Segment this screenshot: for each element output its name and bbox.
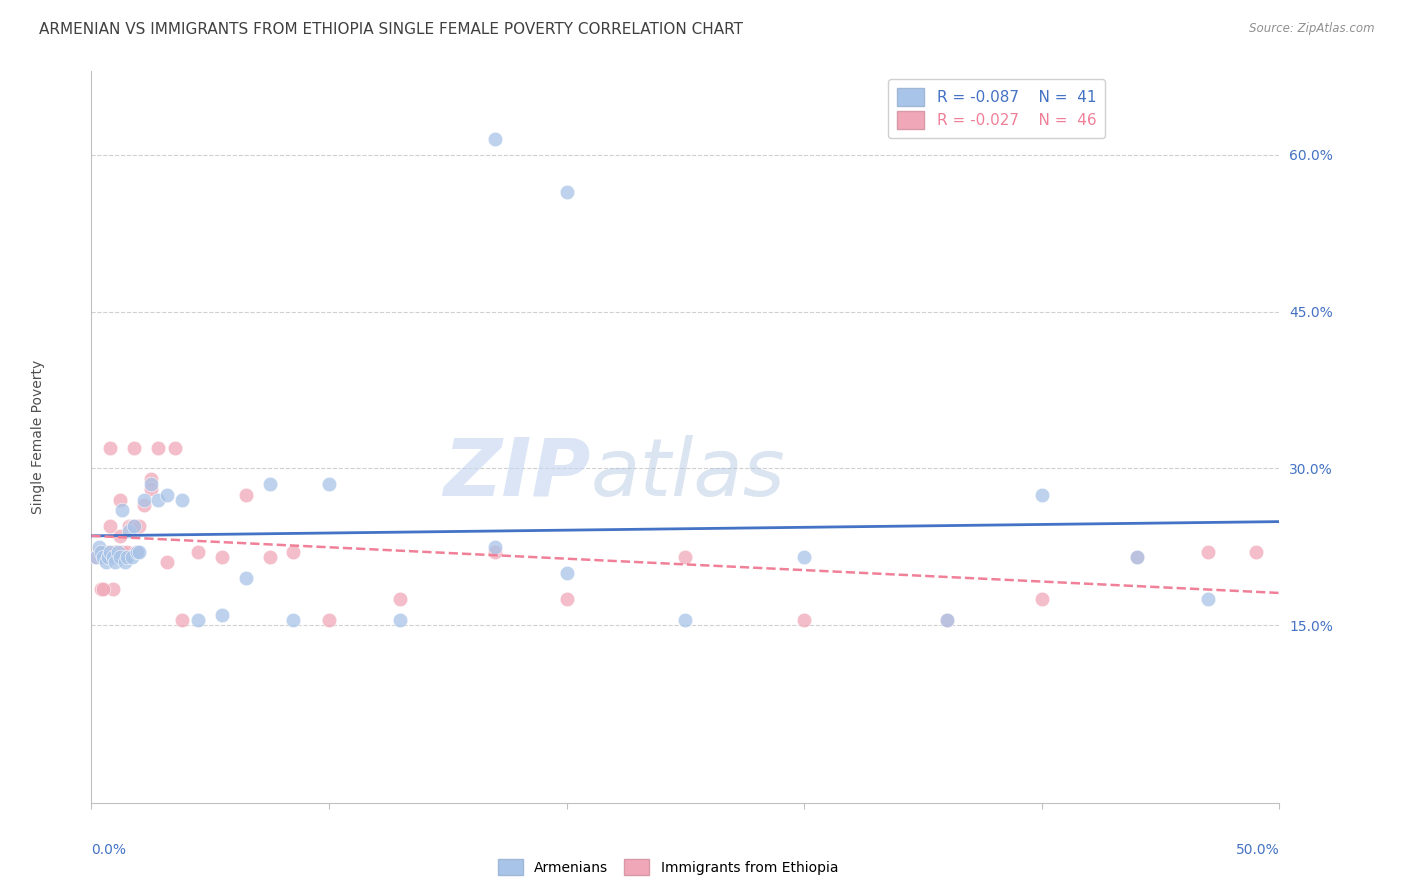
Point (1244, 545, 1267, 559)
Point (94, 556, 117, 570)
Point (1126, 550, 1149, 565)
Point (132, 498, 155, 512)
Point (318, 613, 340, 627)
Point (111, 503, 134, 517)
Point (235, 487, 257, 501)
Point (146, 492, 169, 507)
Text: ARMENIAN VS IMMIGRANTS FROM ETHIOPIA SINGLE FEMALE POVERTY CORRELATION CHART: ARMENIAN VS IMMIGRANTS FROM ETHIOPIA SIN… (39, 22, 744, 37)
Point (318, 477, 340, 491)
Legend: Armenians, Immigrants from Ethiopia: Armenians, Immigrants from Ethiopia (492, 854, 844, 880)
Point (211, 550, 233, 565)
Point (139, 477, 162, 491)
Point (1126, 550, 1149, 565)
Point (91, 582, 114, 596)
Point (187, 613, 209, 627)
Point (84, 550, 107, 565)
Point (259, 550, 281, 565)
Text: 0.0%: 0.0% (91, 843, 127, 857)
Point (139, 483, 162, 497)
Point (146, 441, 169, 455)
Point (97, 550, 120, 565)
Point (122, 441, 145, 455)
Point (128, 545, 150, 559)
Point (1197, 592, 1219, 607)
Point (673, 550, 696, 565)
Point (87, 540, 110, 554)
Point (283, 613, 305, 627)
Point (211, 607, 233, 622)
Point (555, 185, 578, 199)
Point (114, 550, 136, 565)
Point (793, 550, 815, 565)
Point (139, 472, 162, 486)
Point (101, 550, 124, 565)
Point (122, 519, 145, 533)
Point (163, 441, 186, 455)
Point (235, 571, 257, 585)
Point (114, 556, 136, 570)
Point (87, 545, 110, 559)
Point (793, 613, 815, 627)
Point (187, 545, 209, 559)
Point (121, 519, 143, 533)
Point (108, 492, 131, 507)
Point (108, 550, 131, 565)
Point (935, 613, 957, 627)
Point (115, 550, 138, 565)
Point (1031, 592, 1053, 607)
Point (389, 613, 412, 627)
Point (121, 550, 143, 565)
Point (259, 477, 281, 491)
Point (84, 550, 107, 565)
Point (104, 545, 127, 559)
Text: atlas: atlas (591, 434, 785, 513)
Point (132, 492, 155, 507)
Point (484, 545, 506, 559)
Point (115, 545, 138, 559)
Text: 50.0%: 50.0% (1236, 843, 1279, 857)
Text: Single Female Poverty: Single Female Poverty (31, 360, 45, 514)
Point (128, 519, 150, 533)
Point (389, 592, 412, 607)
Point (283, 545, 305, 559)
Point (484, 132, 506, 146)
Text: Source: ZipAtlas.com: Source: ZipAtlas.com (1250, 22, 1375, 36)
Point (118, 524, 141, 538)
Point (100, 545, 122, 559)
Point (170, 492, 193, 507)
Point (156, 556, 179, 570)
Point (108, 529, 131, 543)
Point (935, 613, 957, 627)
Point (156, 487, 179, 501)
Point (1197, 545, 1219, 559)
Point (107, 545, 129, 559)
Point (170, 613, 193, 627)
Point (111, 545, 134, 559)
Point (97, 550, 120, 565)
Point (90, 582, 112, 596)
Point (91, 550, 114, 565)
Point (125, 545, 148, 559)
Point (90, 545, 112, 559)
Point (125, 545, 148, 559)
Point (484, 540, 506, 554)
Point (107, 550, 129, 565)
Point (100, 441, 122, 455)
Text: ZIP: ZIP (443, 434, 591, 513)
Point (118, 519, 141, 533)
Point (94, 545, 117, 559)
Point (555, 566, 578, 580)
Legend: R = -0.087    N =  41, R = -0.027    N =  46: R = -0.087 N = 41, R = -0.027 N = 46 (887, 79, 1105, 138)
Point (1031, 487, 1053, 501)
Point (101, 582, 124, 596)
Point (100, 519, 122, 533)
Point (673, 613, 696, 627)
Point (555, 592, 578, 607)
Point (122, 519, 145, 533)
Point (104, 556, 127, 570)
Point (91, 550, 114, 565)
